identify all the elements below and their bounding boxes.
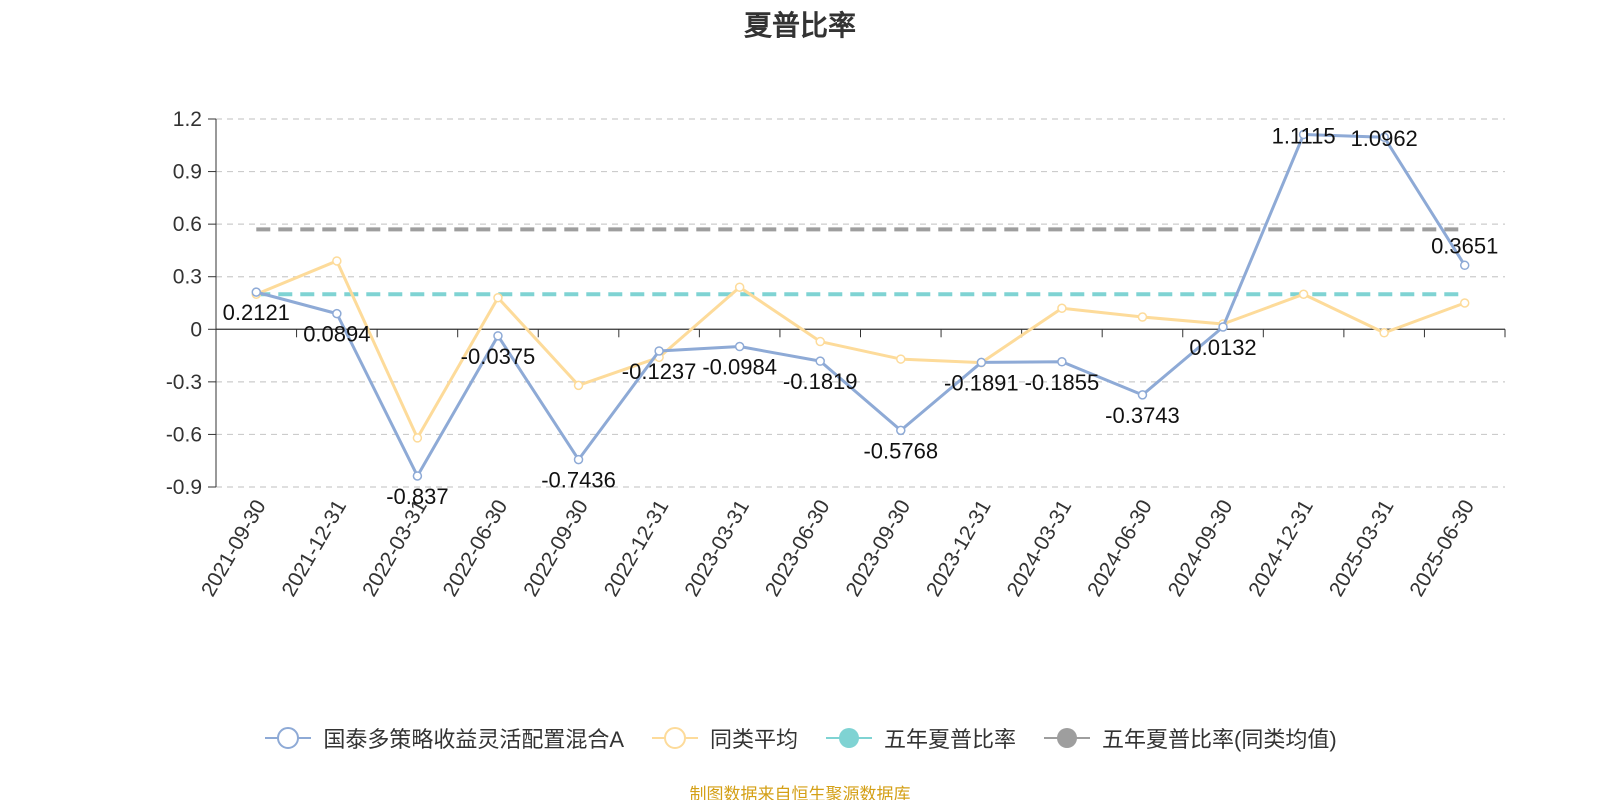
y-tick-label: -0.9 <box>166 476 202 499</box>
data-point[interactable] <box>493 331 503 341</box>
y-tick-label: -0.6 <box>166 423 202 446</box>
data-point[interactable] <box>654 346 664 356</box>
data-label: -0.7436 <box>541 468 616 493</box>
data-label: -0.0375 <box>461 344 536 369</box>
legend-item[interactable]: 五年夏普比率 <box>824 722 1016 754</box>
x-tick-label: 2023-09-30 <box>841 496 915 601</box>
legend-marker-icon <box>1042 725 1092 751</box>
data-label: -0.5768 <box>863 438 938 463</box>
data-point[interactable] <box>332 308 342 319</box>
y-tick-label: -0.3 <box>166 371 202 394</box>
data-label: -0.0984 <box>702 355 777 380</box>
x-tick-label: 2023-03-31 <box>680 496 754 601</box>
data-label: -0.3743 <box>1105 403 1180 428</box>
y-tick-label: 1.2 <box>173 108 202 131</box>
legend-label: 国泰多策略收益灵活配置混合A <box>323 727 624 752</box>
data-label: -0.1855 <box>1025 370 1100 395</box>
data-point[interactable] <box>332 256 342 266</box>
x-tick-label: 2022-03-31 <box>358 496 432 601</box>
data-point[interactable] <box>1218 322 1228 332</box>
data-point[interactable] <box>1298 289 1309 299</box>
x-tick-label: 2024-09-30 <box>1164 496 1238 601</box>
data-point[interactable] <box>1379 132 1389 142</box>
x-tick-label: 2022-06-30 <box>439 496 513 601</box>
data-point[interactable] <box>1459 260 1470 271</box>
data-label: 1.0962 <box>1351 126 1418 151</box>
data-label: 0.2121 <box>223 300 290 325</box>
data-point[interactable] <box>412 471 423 481</box>
legend-label: 同类平均 <box>710 727 799 752</box>
series-line <box>255 133 1466 478</box>
x-tick-label: 2023-12-31 <box>922 496 996 601</box>
data-labels: 0.21210.0894-0.837-0.0375-0.7436-0.1237-… <box>223 124 1499 509</box>
y-tick-label: 0 <box>190 318 202 341</box>
data-point[interactable] <box>896 425 906 436</box>
y-tick-label: 0.9 <box>173 161 202 184</box>
legend-marker-icon <box>263 725 313 751</box>
reference-lines <box>256 227 1465 297</box>
data-point[interactable] <box>1137 312 1148 322</box>
legend-item[interactable]: 同类平均 <box>650 722 798 754</box>
x-tick-label: 2021-12-31 <box>278 496 352 601</box>
data-point[interactable] <box>896 354 906 364</box>
legend-label: 五年夏普比率 <box>884 727 1017 752</box>
y-tick-label: 0.3 <box>173 266 202 289</box>
y-tick-label: 0.6 <box>173 213 202 236</box>
legend-item[interactable]: 五年夏普比率(同类均值) <box>1042 722 1337 754</box>
series-line <box>255 259 1466 440</box>
data-point[interactable] <box>1298 129 1309 140</box>
data-point[interactable] <box>734 341 745 352</box>
data-point[interactable] <box>815 356 825 366</box>
data-label: 1.1115 <box>1272 124 1336 149</box>
data-point[interactable] <box>1057 303 1067 314</box>
x-tick-label: 2025-03-31 <box>1325 496 1399 601</box>
data-label: -0.837 <box>386 484 448 509</box>
data-point[interactable] <box>573 454 584 465</box>
data-label: 0.3651 <box>1431 233 1498 258</box>
x-tick-label: 2022-09-30 <box>519 496 593 601</box>
chart-title: 夏普比率 <box>743 10 856 41</box>
data-point[interactable] <box>1137 390 1148 400</box>
data-point[interactable] <box>251 287 262 297</box>
x-tick-label: 2021-09-30 <box>197 496 271 601</box>
x-tick-label: 2022-12-31 <box>600 496 674 601</box>
data-label: 0.0132 <box>1189 335 1256 360</box>
data-point[interactable] <box>976 357 987 368</box>
legend: 国泰多策略收益灵活配置混合A 同类平均 五年夏普比率 五年夏普比率(同类均值) <box>0 722 1600 754</box>
data-point[interactable] <box>1057 357 1067 367</box>
legend-label: 五年夏普比率(同类均值) <box>1102 727 1337 752</box>
series-layer <box>251 129 1470 481</box>
x-tick-label: 2024-12-31 <box>1244 496 1318 601</box>
data-label: -0.1237 <box>622 359 697 384</box>
data-label: -0.1819 <box>783 369 858 394</box>
legend-item[interactable]: 国泰多策略收益灵活配置混合A <box>263 722 624 754</box>
data-point[interactable] <box>573 380 584 391</box>
data-label: -0.1891 <box>944 370 1019 395</box>
x-tick-label: 2024-03-31 <box>1003 496 1077 601</box>
data-point[interactable] <box>815 336 825 347</box>
x-tick-label: 2023-06-30 <box>761 496 835 601</box>
data-point[interactable] <box>412 433 423 443</box>
grid-layer <box>216 118 1505 488</box>
data-point[interactable] <box>734 282 745 292</box>
source-note: 制图数据来自恒生聚源数据库 <box>689 785 911 800</box>
x-tick-label: 2024-06-30 <box>1083 496 1157 601</box>
data-point[interactable] <box>1459 298 1470 308</box>
legend-marker-icon <box>824 725 874 751</box>
data-label: 0.0894 <box>303 322 370 347</box>
data-point[interactable] <box>1379 328 1389 338</box>
data-point[interactable] <box>493 292 503 303</box>
x-tick-label: 2025-06-30 <box>1405 496 1479 601</box>
legend-marker-icon <box>650 725 700 751</box>
